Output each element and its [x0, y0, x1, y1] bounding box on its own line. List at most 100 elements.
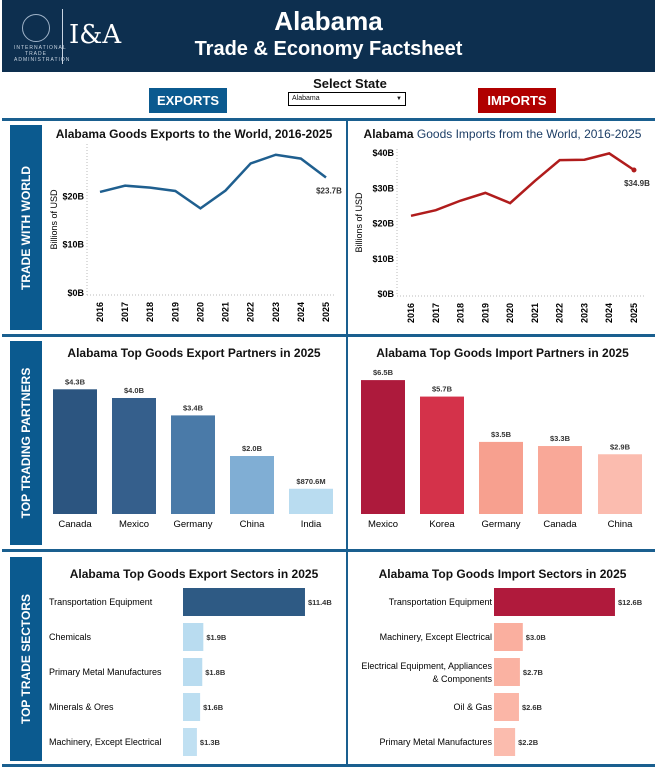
- category-label: & Components: [432, 674, 492, 684]
- bar: [420, 396, 464, 514]
- agency-logo-text: INTERNATIONAL TRADE ADMINISTRATION: [14, 45, 71, 63]
- x-tick-label: 2024: [296, 302, 306, 322]
- bar-value-label: $1.8B: [205, 668, 226, 677]
- bar: [53, 389, 97, 514]
- select-state-label: Select State: [313, 76, 387, 91]
- title-rest: Goods Imports from the World, 2016-2025: [413, 127, 642, 141]
- x-tick-label: 2022: [555, 303, 565, 323]
- y-tick-label: $10B: [62, 240, 84, 250]
- series-line: [99, 153, 327, 210]
- y-axis-title: Billions of USD: [354, 192, 364, 253]
- category-label: Primary Metal Manufactures: [379, 737, 492, 747]
- y-tick-label: $0B: [377, 289, 394, 299]
- x-tick-label: 2019: [480, 303, 490, 323]
- dropdown-arrow-icon: ▼: [396, 96, 402, 102]
- x-tick-label: 2025: [629, 303, 639, 323]
- category-label: Minerals & Ores: [49, 702, 114, 712]
- bar-value-label: $2.0B: [242, 444, 263, 453]
- column-divider: [346, 337, 348, 549]
- bar: [494, 658, 520, 686]
- bar-value-label: $12.6B: [618, 598, 643, 607]
- page-title: Alabama: [274, 6, 383, 36]
- category-label: Oil & Gas: [453, 702, 492, 712]
- bar-value-label: $870.6M: [296, 477, 325, 486]
- commerce-seal-logo: [22, 14, 50, 42]
- bar-value-label: $2.2B: [518, 738, 539, 747]
- chart-title-exports-world: Alabama Goods Exports to the World, 2016…: [55, 127, 333, 141]
- end-value-label: $23.7B: [316, 186, 342, 195]
- category-label: Transportation Equipment: [49, 597, 153, 607]
- bar-value-label: $1.3B: [200, 738, 221, 747]
- bar: [171, 415, 215, 514]
- section-divider: [2, 764, 655, 767]
- category-label: Korea: [429, 519, 455, 530]
- bar-value-label: $11.4B: [308, 598, 332, 607]
- column-divider: [346, 121, 348, 334]
- category-label: Transportation Equipment: [389, 597, 493, 607]
- section-divider: [2, 118, 655, 121]
- chart-title-import-sectors: Alabama Top Goods Import Sectors in 2025: [378, 567, 627, 581]
- x-tick-label: 2018: [456, 303, 466, 323]
- bar-value-label: $6.5B: [373, 368, 394, 377]
- category-label: Machinery, Except Electrical: [380, 632, 492, 642]
- series-line: [410, 152, 635, 218]
- chart-title-export-partners: Alabama Top Goods Export Partners in 202…: [67, 346, 321, 360]
- exports-button[interactable]: EXPORTS: [149, 88, 227, 113]
- category-label: India: [301, 519, 322, 530]
- bar: [112, 398, 156, 514]
- section-divider: [2, 549, 655, 552]
- section-tab-top-trading-partners: TOP TRADING PARTNERS: [10, 341, 42, 545]
- category-label: China: [240, 519, 266, 530]
- bar: [183, 588, 305, 616]
- x-tick-label: 2016: [406, 303, 416, 323]
- category-label: Canada: [543, 519, 577, 530]
- x-tick-label: 2021: [221, 302, 231, 322]
- category-label: Primary Metal Manufactures: [49, 667, 162, 677]
- category-label: Canada: [58, 519, 92, 530]
- section-divider: [2, 334, 655, 337]
- bar: [494, 728, 516, 756]
- column-divider: [346, 552, 348, 764]
- bar: [494, 623, 523, 651]
- chart-title-export-sectors: Alabama Top Goods Export Sectors in 2025: [69, 567, 319, 581]
- title-state: Alabama: [363, 127, 414, 141]
- header-banner: [2, 0, 655, 72]
- y-tick-label: $20B: [372, 219, 394, 229]
- data-point: [631, 167, 637, 173]
- bar: [289, 488, 333, 514]
- end-value-label: $34.9B: [624, 179, 650, 188]
- y-tick-label: $20B: [62, 191, 84, 201]
- x-tick-label: 2025: [321, 302, 331, 322]
- x-tick-label: 2018: [145, 302, 155, 322]
- category-label: Germany: [481, 519, 520, 530]
- bar-value-label: $3.5B: [491, 430, 512, 439]
- category-label: Chemicals: [49, 632, 92, 642]
- bar-value-label: $5.7B: [432, 385, 453, 394]
- bar-value-label: $1.9B: [206, 633, 227, 642]
- y-axis-title: Billions of USD: [49, 189, 59, 250]
- bar: [183, 623, 204, 651]
- chart-title-import-partners: Alabama Top Goods Import Partners in 202…: [376, 346, 629, 360]
- bar: [361, 380, 405, 514]
- section-tab-trade-with-world: TRADE WITH WORLD: [10, 125, 42, 330]
- imports-button[interactable]: IMPORTS: [478, 88, 556, 113]
- x-tick-label: 2024: [604, 303, 614, 323]
- x-tick-label: 2019: [170, 302, 180, 322]
- bar: [479, 441, 523, 514]
- bar-value-label: $2.7B: [523, 668, 544, 677]
- bar: [494, 693, 519, 721]
- bar-value-label: $1.6B: [203, 703, 224, 712]
- x-tick-label: 2016: [95, 302, 105, 322]
- y-tick-label: $30B: [372, 183, 394, 193]
- state-select[interactable]: Alabama ▼: [288, 92, 406, 106]
- bar-value-label: $3.3B: [550, 434, 571, 443]
- section-tab-top-trade-sectors: TOP TRADE SECTORS: [10, 557, 42, 761]
- category-label: Mexico: [119, 519, 149, 530]
- bar-value-label: $3.0B: [526, 633, 547, 642]
- bar-value-label: $2.6B: [522, 703, 543, 712]
- category-label: Mexico: [368, 519, 398, 530]
- bar: [183, 728, 197, 756]
- x-tick-label: 2020: [505, 303, 515, 323]
- bar: [598, 454, 642, 514]
